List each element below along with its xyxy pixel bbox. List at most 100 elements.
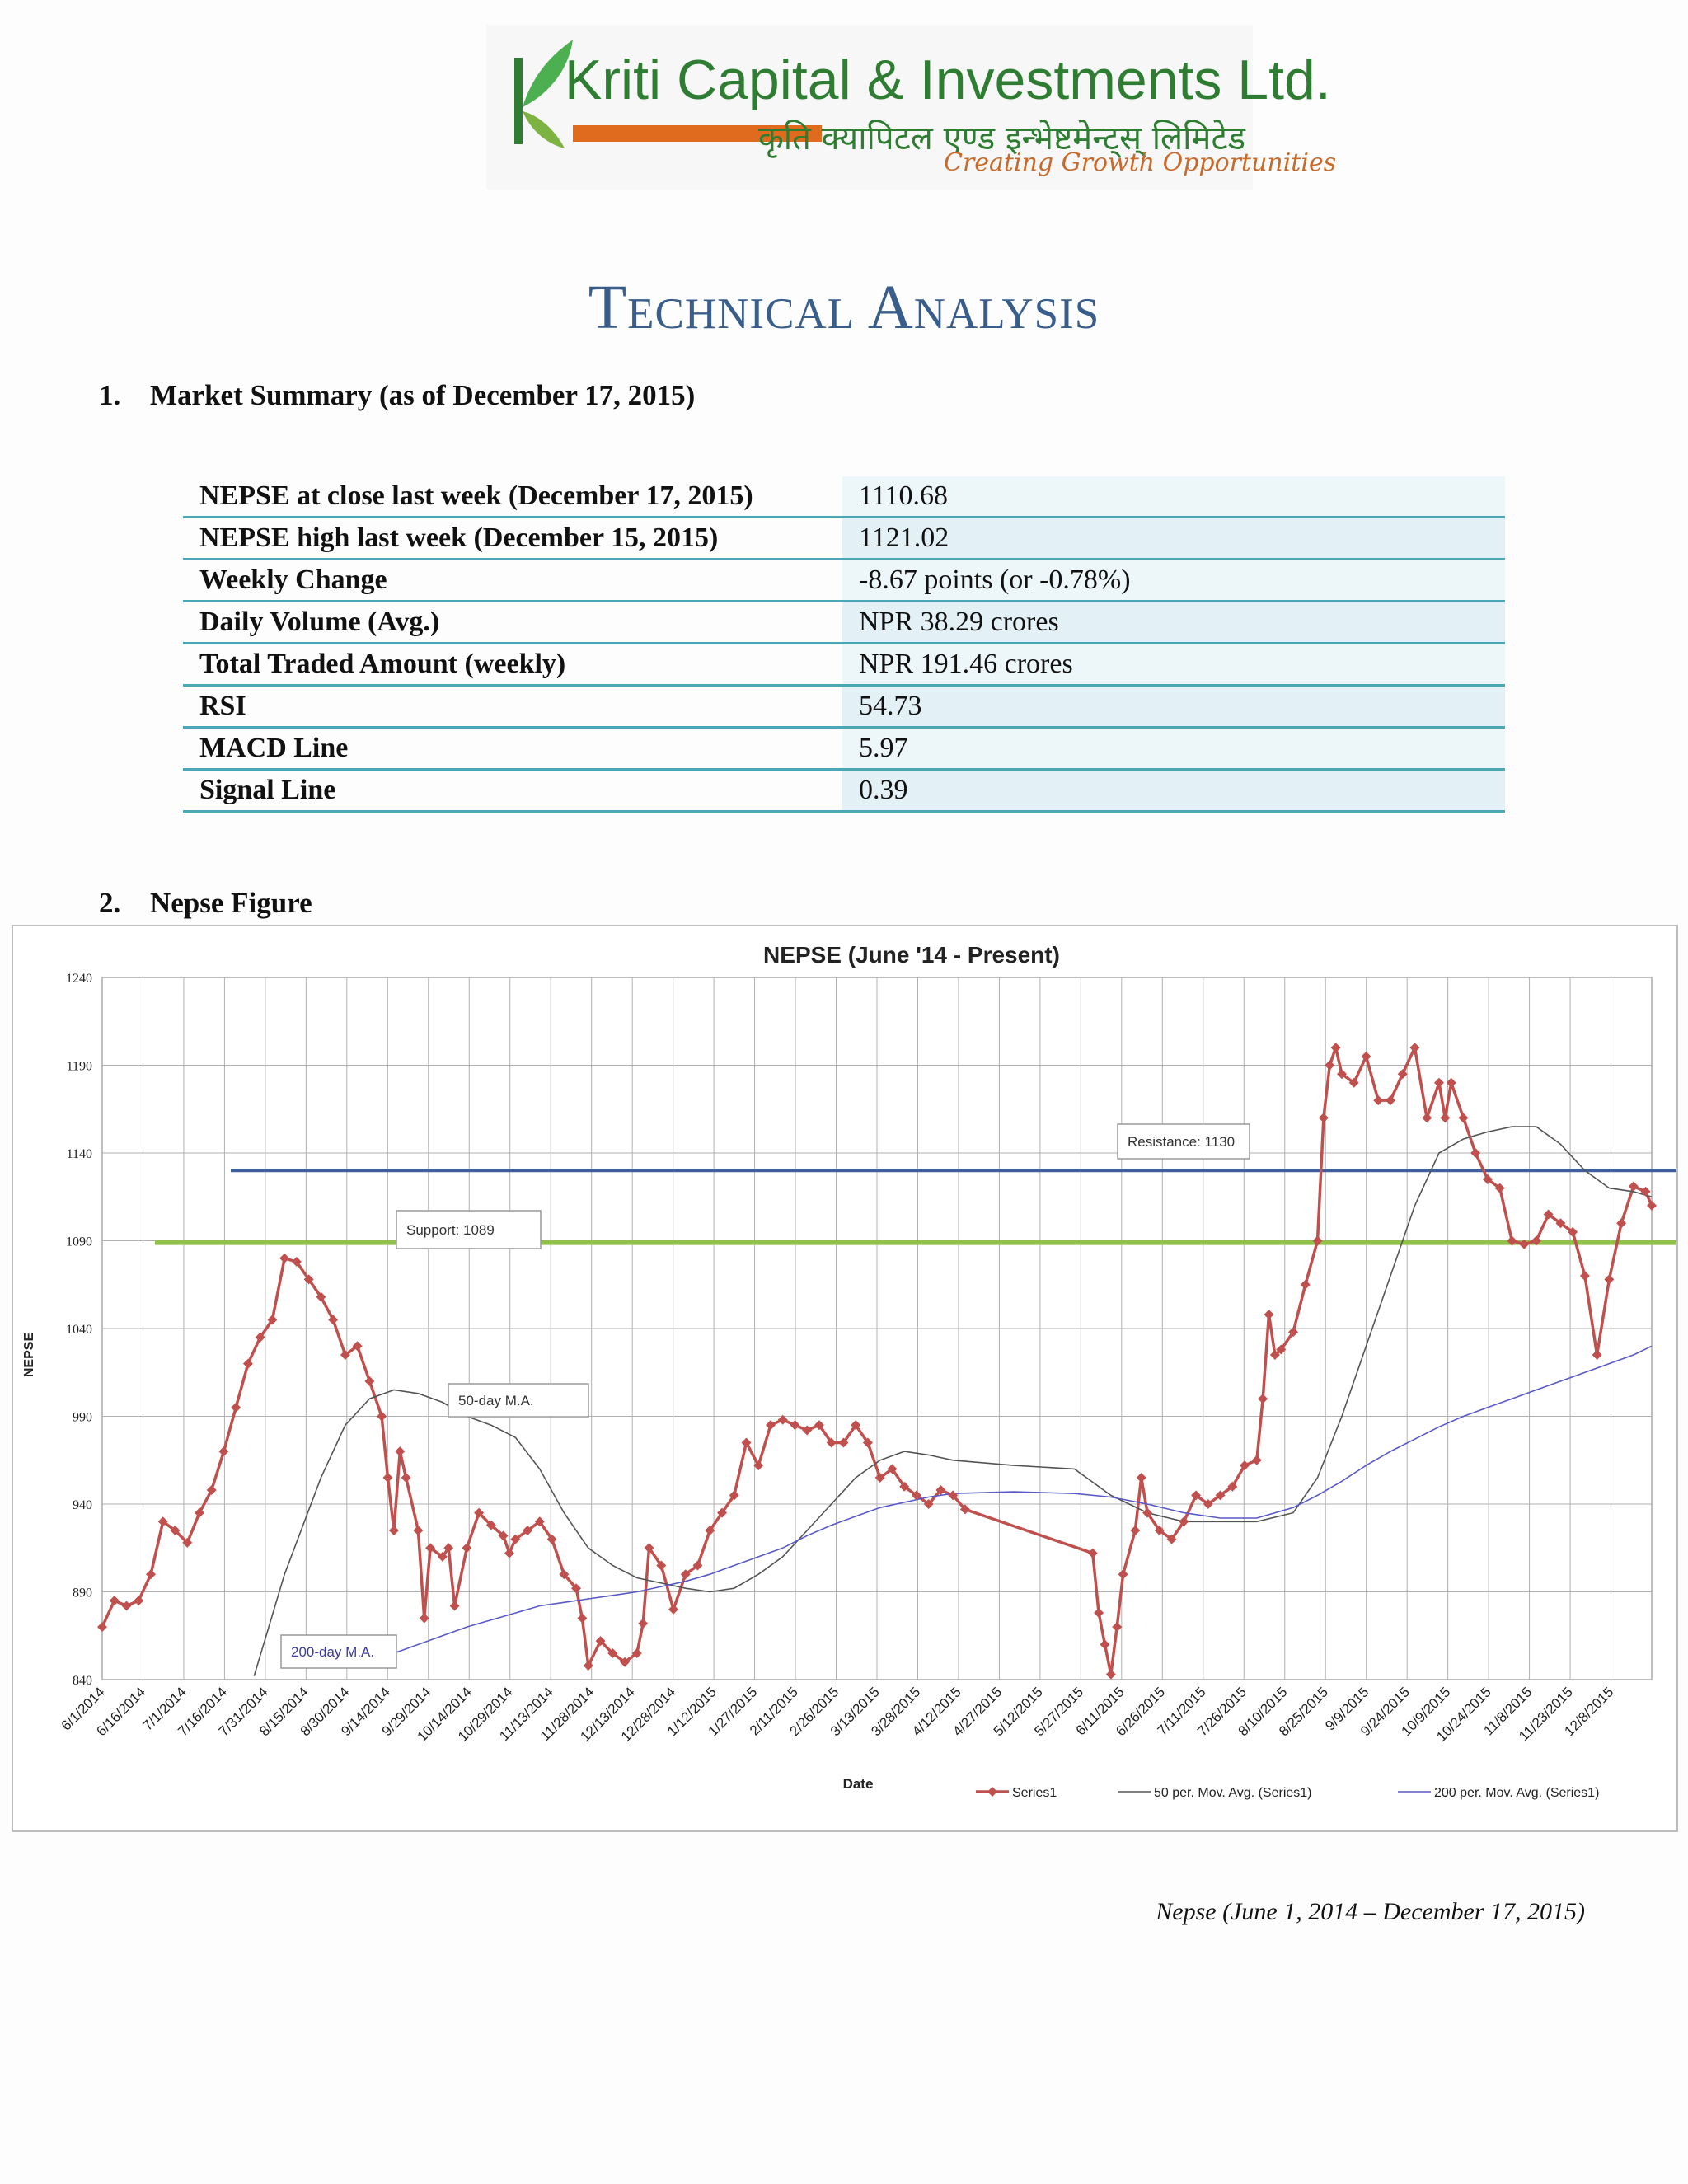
annotation-label: Resistance: 1130: [1128, 1134, 1235, 1150]
annotation-box: [1117, 1123, 1250, 1160]
data-point-marker: [765, 1420, 776, 1431]
data-point-marker: [1458, 1113, 1469, 1123]
data-point-marker: [959, 1504, 970, 1515]
data-point-marker: [1385, 1095, 1395, 1106]
section-number: 2.: [99, 887, 121, 919]
data-point-marker: [790, 1420, 800, 1431]
data-point-marker: [1105, 1669, 1116, 1680]
data-point-marker: [1154, 1525, 1165, 1535]
data-point-marker: [826, 1437, 837, 1448]
logo-orange-bar: [573, 125, 822, 142]
data-point-marker: [1531, 1235, 1541, 1246]
figure-caption: Nepse (June 1, 2014 – December 17, 2015): [1156, 1898, 1585, 1925]
data-point-marker: [134, 1596, 144, 1606]
annotation-label: 50-day M.A.: [458, 1393, 534, 1408]
legend-label: 50 per. Mov. Avg. (Series1): [1154, 1786, 1312, 1800]
summary-value: 1110.68: [842, 476, 1505, 518]
data-point-marker: [559, 1569, 570, 1580]
summary-value: -8.67 points (or -0.78%): [842, 559, 1505, 602]
data-point-marker: [377, 1411, 387, 1422]
summary-row: NEPSE high last week (December 15, 2015)…: [183, 517, 1505, 560]
section-title: Market Summary (as of December 17, 2015): [150, 379, 696, 411]
data-point-marker: [1555, 1218, 1566, 1229]
data-point-marker: [267, 1315, 278, 1325]
data-point-marker: [523, 1525, 533, 1535]
nepse-chart-svg: 840890940990104010901140119012406/1/2014…: [22, 942, 1676, 1800]
summary-label: Daily Volume (Avg.): [183, 601, 842, 644]
data-point-marker: [425, 1543, 436, 1554]
data-point-marker: [1640, 1186, 1651, 1197]
y-tick-label: 990: [73, 1411, 92, 1425]
data-point-marker: [1215, 1490, 1226, 1501]
data-point-marker: [1482, 1174, 1493, 1184]
data-point-marker: [638, 1618, 649, 1629]
summary-value: NPR 38.29 crores: [842, 601, 1505, 644]
company-logo: Kriti Capital & Investments Ltd. कृति क्…: [486, 25, 1336, 190]
summary-label: Total Traded Amount (weekly): [183, 643, 842, 687]
data-point-marker: [583, 1660, 593, 1671]
y-tick-label: 840: [73, 1674, 92, 1688]
y-tick-label: 1240: [66, 972, 92, 986]
data-point-marker: [1373, 1095, 1384, 1106]
data-point-marker: [802, 1425, 813, 1436]
logo-tagline: Creating Growth Opportunities: [944, 148, 1337, 177]
data-point-marker: [1276, 1344, 1287, 1355]
data-point-marker: [1494, 1183, 1505, 1193]
data-point-marker: [546, 1534, 557, 1544]
data-point-marker: [498, 1530, 509, 1541]
data-point-marker: [352, 1341, 363, 1352]
data-point-marker: [1579, 1271, 1590, 1282]
data-point-marker: [1112, 1622, 1123, 1633]
data-point-marker: [668, 1604, 679, 1615]
summary-row: Signal Line 0.39: [183, 769, 1505, 813]
data-point-marker: [680, 1569, 691, 1580]
data-point-marker: [1647, 1200, 1657, 1211]
data-point-marker: [1433, 1077, 1444, 1088]
summary-row: RSI 54.73: [183, 685, 1505, 729]
data-point-marker: [595, 1636, 606, 1647]
summary-value: 5.97: [842, 727, 1505, 771]
data-point-marker: [291, 1257, 302, 1268]
data-point-marker: [1318, 1113, 1329, 1123]
data-point-marker: [218, 1446, 229, 1457]
data-point-marker: [1094, 1608, 1104, 1619]
x-axis-label: Date: [843, 1776, 874, 1792]
y-tick-label: 1090: [66, 1235, 92, 1249]
data-point-marker: [1227, 1481, 1238, 1492]
summary-row: Weekly Change -8.67 points (or -0.78%): [183, 559, 1505, 602]
data-point-marker: [851, 1420, 861, 1431]
section-heading-market-summary: 1. Market Summary (as of December 17, 201…: [99, 379, 695, 412]
data-point-marker: [1361, 1051, 1372, 1062]
data-point-marker: [474, 1507, 485, 1518]
y-tick-label: 1140: [67, 1147, 92, 1161]
summary-label: Signal Line: [183, 769, 842, 813]
data-point-marker: [303, 1274, 314, 1285]
data-point-marker: [1330, 1043, 1341, 1053]
data-point-marker: [437, 1551, 448, 1562]
summary-row: Daily Volume (Avg.) NPR 38.29 crores: [183, 601, 1505, 644]
data-point-marker: [97, 1622, 107, 1633]
data-point-marker: [316, 1291, 326, 1302]
data-point-marker: [1251, 1455, 1262, 1465]
data-point-marker: [1422, 1113, 1432, 1123]
annotation-label: 200-day M.A.: [291, 1644, 374, 1660]
y-tick-label: 1040: [66, 1323, 92, 1337]
data-point-marker: [1203, 1499, 1213, 1509]
data-point-marker: [1519, 1239, 1530, 1249]
data-point-marker: [1087, 1548, 1098, 1558]
data-point-marker: [364, 1376, 375, 1386]
data-point-marker: [504, 1548, 514, 1558]
chart-title: NEPSE (June '14 - Present): [763, 942, 1060, 968]
data-point-marker: [1264, 1309, 1274, 1319]
data-point-marker: [631, 1648, 642, 1659]
data-point-marker: [157, 1516, 168, 1527]
data-point-marker: [1568, 1226, 1578, 1237]
summary-label: NEPSE high last week (December 15, 2015): [183, 517, 842, 560]
data-point-marker: [1470, 1148, 1481, 1158]
annotation-box: [280, 1634, 397, 1669]
summary-value: 1121.02: [842, 517, 1505, 560]
summary-value: NPR 191.46 crores: [842, 643, 1505, 687]
summary-row: MACD Line 5.97: [183, 727, 1505, 771]
data-point-marker: [1409, 1043, 1420, 1053]
data-point-marker: [1543, 1209, 1554, 1220]
